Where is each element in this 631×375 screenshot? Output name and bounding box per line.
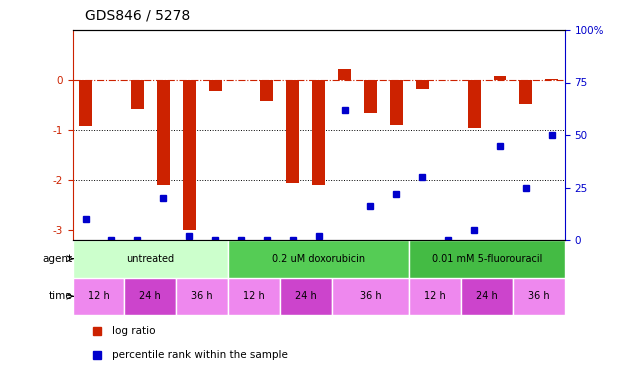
Text: 36 h: 36 h: [528, 291, 550, 301]
Bar: [124, 278, 176, 315]
Text: 12 h: 12 h: [88, 291, 109, 301]
Bar: [312, 80, 325, 185]
Bar: [513, 278, 565, 315]
Text: 36 h: 36 h: [360, 291, 381, 301]
Bar: [228, 240, 410, 278]
Bar: [410, 278, 461, 315]
Text: 0.01 mM 5-fluorouracil: 0.01 mM 5-fluorouracil: [432, 254, 542, 264]
Bar: [493, 76, 507, 80]
Text: percentile rank within the sample: percentile rank within the sample: [112, 350, 288, 360]
Bar: [416, 80, 428, 89]
Text: 24 h: 24 h: [139, 291, 161, 301]
Text: log ratio: log ratio: [112, 326, 155, 336]
Bar: [390, 80, 403, 125]
Bar: [79, 80, 92, 126]
Text: untreated: untreated: [126, 254, 174, 264]
Bar: [286, 80, 299, 183]
Bar: [519, 80, 533, 104]
Text: agent: agent: [42, 254, 72, 264]
Bar: [182, 80, 196, 230]
Bar: [228, 278, 280, 315]
Bar: [209, 80, 221, 91]
Bar: [338, 69, 351, 80]
Text: 0.2 uM doxorubicin: 0.2 uM doxorubicin: [272, 254, 365, 264]
Text: GDS846 / 5278: GDS846 / 5278: [85, 9, 191, 22]
Text: 12 h: 12 h: [243, 291, 265, 301]
Bar: [73, 278, 124, 315]
Bar: [410, 240, 565, 278]
Bar: [176, 278, 228, 315]
Text: 36 h: 36 h: [191, 291, 213, 301]
Text: 12 h: 12 h: [425, 291, 446, 301]
Bar: [461, 278, 513, 315]
Bar: [332, 278, 410, 315]
Text: 24 h: 24 h: [295, 291, 317, 301]
Bar: [156, 80, 170, 185]
Bar: [545, 79, 558, 80]
Bar: [131, 80, 144, 109]
Bar: [73, 240, 228, 278]
Text: 24 h: 24 h: [476, 291, 498, 301]
Bar: [261, 80, 273, 101]
Bar: [468, 80, 481, 128]
Bar: [280, 278, 332, 315]
Text: time: time: [49, 291, 72, 301]
Bar: [364, 80, 377, 112]
